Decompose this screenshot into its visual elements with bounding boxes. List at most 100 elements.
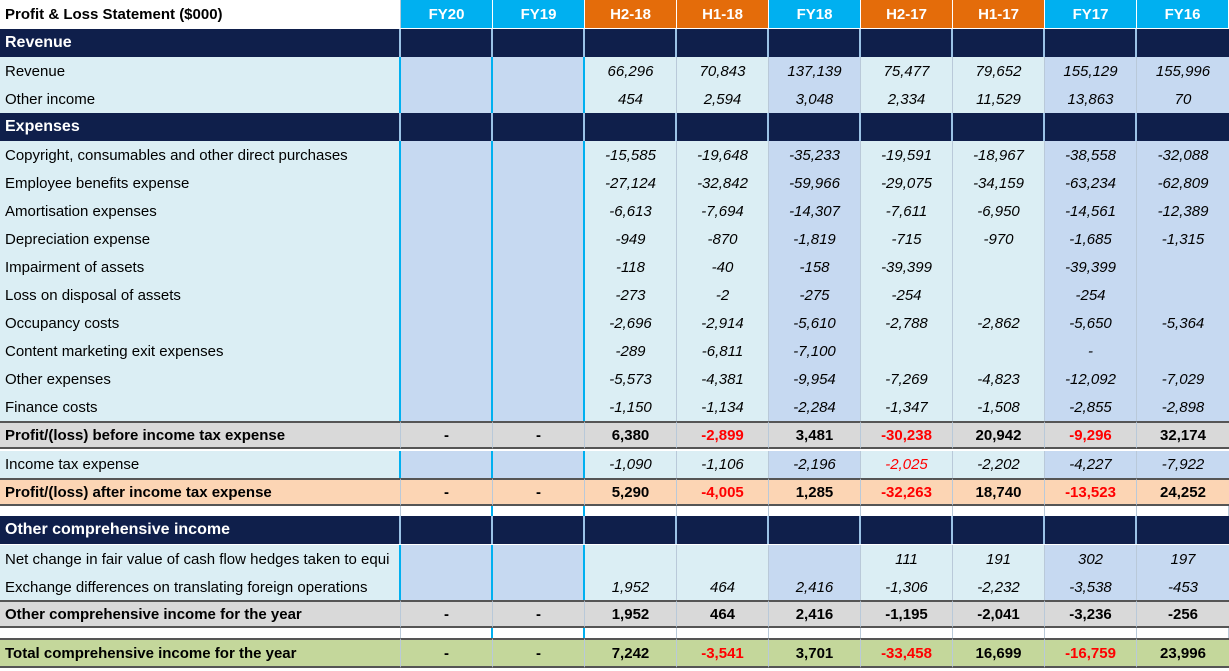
value-cell[interactable]: 3,048 <box>769 85 861 113</box>
value-cell[interactable]: -7,694 <box>677 197 769 225</box>
value-cell[interactable]: -5,650 <box>1045 309 1137 337</box>
value-cell[interactable]: 191 <box>953 545 1045 573</box>
value-cell[interactable]: -7,611 <box>861 197 953 225</box>
value-cell[interactable] <box>493 573 585 601</box>
value-cell[interactable]: -254 <box>1045 281 1137 309</box>
value-cell[interactable]: 302 <box>1045 545 1137 573</box>
column-header-h2-17[interactable]: H2-17 <box>861 0 953 28</box>
value-cell[interactable] <box>493 545 585 573</box>
blank-cell[interactable] <box>1137 628 1229 638</box>
row-label[interactable]: Other income <box>0 85 401 113</box>
column-header-fy19[interactable]: FY19 <box>493 0 585 28</box>
value-cell[interactable]: -15,585 <box>585 141 677 169</box>
value-cell[interactable] <box>401 85 493 113</box>
value-cell[interactable]: -970 <box>953 225 1045 253</box>
value-cell[interactable]: -5,364 <box>1137 309 1229 337</box>
value-cell[interactable]: -7,029 <box>1137 365 1229 393</box>
value-cell[interactable] <box>493 141 585 169</box>
value-cell[interactable]: -2,914 <box>677 309 769 337</box>
blank-cell[interactable] <box>677 628 769 638</box>
value-cell[interactable]: - <box>493 638 585 668</box>
value-cell[interactable]: -7,269 <box>861 365 953 393</box>
value-cell[interactable] <box>953 253 1045 281</box>
section-label[interactable]: Expenses <box>0 113 401 141</box>
value-cell[interactable]: 464 <box>677 573 769 601</box>
value-cell[interactable]: -2,855 <box>1045 393 1137 421</box>
value-cell[interactable]: -715 <box>861 225 953 253</box>
section-cell[interactable] <box>677 29 769 57</box>
blank-cell[interactable] <box>585 506 677 516</box>
value-cell[interactable]: 6,380 <box>585 421 677 449</box>
value-cell[interactable]: -949 <box>585 225 677 253</box>
value-cell[interactable]: 11,529 <box>953 85 1045 113</box>
blank-cell[interactable] <box>953 628 1045 638</box>
value-cell[interactable] <box>677 545 769 573</box>
value-cell[interactable]: 197 <box>1137 545 1229 573</box>
value-cell[interactable] <box>953 337 1045 365</box>
value-cell[interactable]: 16,699 <box>953 638 1045 668</box>
value-cell[interactable] <box>401 253 493 281</box>
section-cell[interactable] <box>493 113 585 141</box>
value-cell[interactable] <box>493 365 585 393</box>
value-cell[interactable] <box>1137 253 1229 281</box>
value-cell[interactable] <box>401 57 493 85</box>
value-cell[interactable] <box>401 451 493 478</box>
value-cell[interactable]: 13,863 <box>1045 85 1137 113</box>
value-cell[interactable]: -1,195 <box>861 600 953 628</box>
value-cell[interactable]: - <box>1045 337 1137 365</box>
section-cell[interactable] <box>1137 516 1229 544</box>
row-label[interactable]: Income tax expense <box>0 451 401 478</box>
value-cell[interactable]: -63,234 <box>1045 169 1137 197</box>
row-label[interactable]: Depreciation expense <box>0 225 401 253</box>
value-cell[interactable] <box>401 141 493 169</box>
value-cell[interactable] <box>493 57 585 85</box>
blank-cell[interactable] <box>401 628 493 638</box>
value-cell[interactable]: - <box>401 478 493 506</box>
value-cell[interactable]: -12,389 <box>1137 197 1229 225</box>
column-header-fy18[interactable]: FY18 <box>769 0 861 28</box>
value-cell[interactable]: -19,591 <box>861 141 953 169</box>
value-cell[interactable]: 464 <box>677 600 769 628</box>
value-cell[interactable]: -3,541 <box>677 638 769 668</box>
value-cell[interactable]: 70,843 <box>677 57 769 85</box>
value-cell[interactable]: -35,233 <box>769 141 861 169</box>
value-cell[interactable]: -2,232 <box>953 573 1045 601</box>
value-cell[interactable]: -2,788 <box>861 309 953 337</box>
value-cell[interactable]: -118 <box>585 253 677 281</box>
blank-cell[interactable] <box>1137 506 1229 516</box>
value-cell[interactable]: -32,263 <box>861 478 953 506</box>
blank-cell[interactable] <box>861 506 953 516</box>
value-cell[interactable]: 137,139 <box>769 57 861 85</box>
value-cell[interactable] <box>493 393 585 421</box>
value-cell[interactable]: -33,458 <box>861 638 953 668</box>
value-cell[interactable]: -256 <box>1137 600 1229 628</box>
blank-cell[interactable] <box>677 506 769 516</box>
section-label[interactable]: Other comprehensive income <box>0 516 401 544</box>
value-cell[interactable]: 454 <box>585 85 677 113</box>
value-cell[interactable]: 1,952 <box>585 600 677 628</box>
blank-cell[interactable] <box>585 628 677 638</box>
value-cell[interactable]: -29,075 <box>861 169 953 197</box>
row-label[interactable]: Profit/(loss) after income tax expense <box>0 478 401 506</box>
value-cell[interactable]: 1,285 <box>769 478 861 506</box>
value-cell[interactable]: - <box>401 600 493 628</box>
value-cell[interactable] <box>953 281 1045 309</box>
value-cell[interactable]: -4,005 <box>677 478 769 506</box>
value-cell[interactable]: -13,523 <box>1045 478 1137 506</box>
value-cell[interactable]: 3,481 <box>769 421 861 449</box>
blank-cell[interactable] <box>769 628 861 638</box>
blank-cell[interactable] <box>1045 628 1137 638</box>
value-cell[interactable]: 70 <box>1137 85 1229 113</box>
blank-cell[interactable] <box>401 506 493 516</box>
section-cell[interactable] <box>769 516 861 544</box>
value-cell[interactable]: -254 <box>861 281 953 309</box>
row-label[interactable]: Copyright, consumables and other direct … <box>0 141 401 169</box>
value-cell[interactable]: -289 <box>585 337 677 365</box>
value-cell[interactable]: -2,196 <box>769 451 861 478</box>
value-cell[interactable]: -6,811 <box>677 337 769 365</box>
value-cell[interactable]: -19,648 <box>677 141 769 169</box>
value-cell[interactable]: 79,652 <box>953 57 1045 85</box>
section-cell[interactable] <box>861 29 953 57</box>
value-cell[interactable] <box>401 365 493 393</box>
value-cell[interactable]: 23,996 <box>1137 638 1229 668</box>
